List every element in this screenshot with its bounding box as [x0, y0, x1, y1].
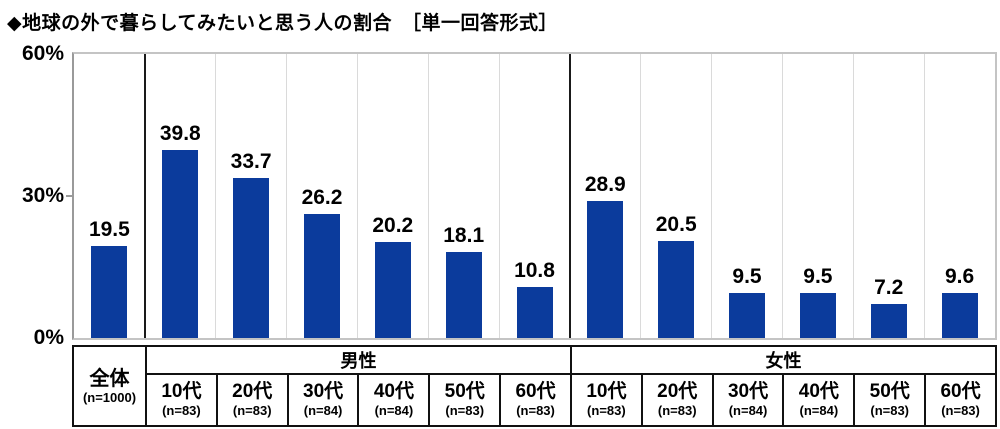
age-n-label: (n=84): [374, 403, 414, 418]
table-age-cell: 60代 (n=83): [499, 373, 572, 427]
age-n-label: (n=83): [445, 403, 485, 418]
column-gridline: [286, 54, 287, 338]
group-separator-line: [143, 54, 146, 338]
bar-value-label: 39.8: [159, 122, 201, 145]
age-n-label: (n=83): [657, 403, 697, 418]
y-axis-tick-mark: [66, 195, 73, 197]
table-group-header: 男性: [145, 345, 572, 375]
bar-value-label: 33.7: [230, 150, 272, 173]
table-age-cell: 20代 (n=83): [640, 373, 714, 427]
age-n-label: (n=84): [799, 403, 839, 418]
age-n-label: (n=83): [870, 403, 910, 418]
bar-value-label: 10.8: [514, 259, 555, 282]
bar-value-label: 9.6: [944, 265, 975, 288]
column-gridline: [356, 54, 358, 338]
age-n-label: (n=83): [232, 403, 272, 418]
bar-value-label: 7.2: [874, 276, 904, 299]
table-age-cell: 60代 (n=83): [924, 373, 997, 427]
bar-value-label: 9.5: [732, 265, 762, 288]
age-label: 50代: [869, 381, 910, 402]
age-label: 20代: [232, 381, 273, 402]
bar: [658, 241, 695, 338]
age-n-label: (n=83): [162, 403, 201, 418]
bar: [587, 201, 624, 338]
bar: [941, 293, 978, 338]
table-age-cell: 50代 (n=83): [428, 373, 502, 427]
bar-value-label: 9.5: [803, 265, 833, 288]
column-gridline: [923, 54, 925, 338]
age-label: 60代: [515, 381, 556, 402]
group-separator-line: [568, 54, 571, 338]
age-label: 40代: [373, 381, 414, 402]
category-table: 全体 (n=1000) 男性 女性 10代 (n=83) 20代 (n=83) 30代 (n=84…: [72, 345, 998, 427]
column-gridline: [640, 54, 642, 338]
bar-value-label: 26.2: [301, 186, 343, 209]
table-age-cell: 30代 (n=84): [711, 373, 785, 427]
table-age-cell: 10代 (n=83): [569, 373, 643, 427]
y-axis-tick-label: 0%: [33, 326, 64, 349]
column-gridline: [852, 54, 854, 338]
bar-value-label: 19.5: [88, 218, 130, 241]
age-n-label: (n=83): [941, 403, 980, 418]
plot-area: 19.5 39.8 33.7 26.2 20.2 18.1 10.8 28.9 20.5 9.5 9…: [72, 52, 997, 340]
total-n-label: (n=1000): [82, 389, 137, 405]
bar: [304, 214, 340, 338]
age-label: 10代: [586, 381, 627, 402]
bar-value-label: 18.1: [443, 224, 485, 247]
table-age-cell: 30代 (n=84): [286, 373, 360, 427]
table-group-header: 女性: [569, 345, 998, 375]
y-axis-tick-label: 60%: [21, 42, 64, 65]
table-age-cell: 40代 (n=84): [357, 373, 431, 427]
bar-value-label: 20.5: [655, 213, 697, 236]
age-label: 40代: [798, 381, 839, 402]
bar: [870, 304, 907, 338]
y-axis-tick-label: 30%: [21, 184, 64, 207]
age-n-label: (n=84): [303, 403, 343, 418]
bar: [516, 287, 553, 338]
bar: [799, 293, 836, 338]
total-label: 全体: [89, 367, 130, 390]
age-label: 50代: [444, 381, 485, 402]
bar: [91, 246, 128, 338]
age-label: 20代: [657, 381, 698, 402]
table-age-cell: 50代 (n=83): [853, 373, 927, 427]
bar: [445, 252, 482, 338]
bar: [729, 293, 765, 338]
column-gridline: [215, 54, 217, 338]
age-label: 30代: [303, 381, 344, 402]
age-n-label: (n=84): [728, 403, 768, 418]
age-label: 30代: [727, 381, 769, 402]
table-age-cell: 20代 (n=83): [215, 373, 289, 427]
age-label: 60代: [940, 381, 981, 402]
bar: [233, 178, 270, 338]
bar-value-label: 20.2: [372, 214, 414, 237]
age-n-label: (n=83): [516, 403, 555, 418]
age-n-label: (n=83): [587, 403, 626, 418]
table-age-cell: 10代 (n=83): [145, 373, 218, 427]
column-gridline: [498, 54, 500, 338]
chart-title: ◆地球の外で暮らしてみたいと思う人の割合 ［単一回答形式］: [7, 13, 559, 34]
bar-value-label: 28.9: [584, 173, 626, 196]
age-label: 10代: [161, 381, 202, 402]
table-age-cell: 40代 (n=84): [782, 373, 856, 427]
column-gridline: [427, 54, 429, 338]
bar: [374, 242, 411, 338]
column-gridline: [782, 54, 783, 338]
column-gridline: [711, 54, 713, 338]
bar: [162, 150, 199, 338]
table-total-cell: 全体 (n=1000): [72, 345, 147, 427]
